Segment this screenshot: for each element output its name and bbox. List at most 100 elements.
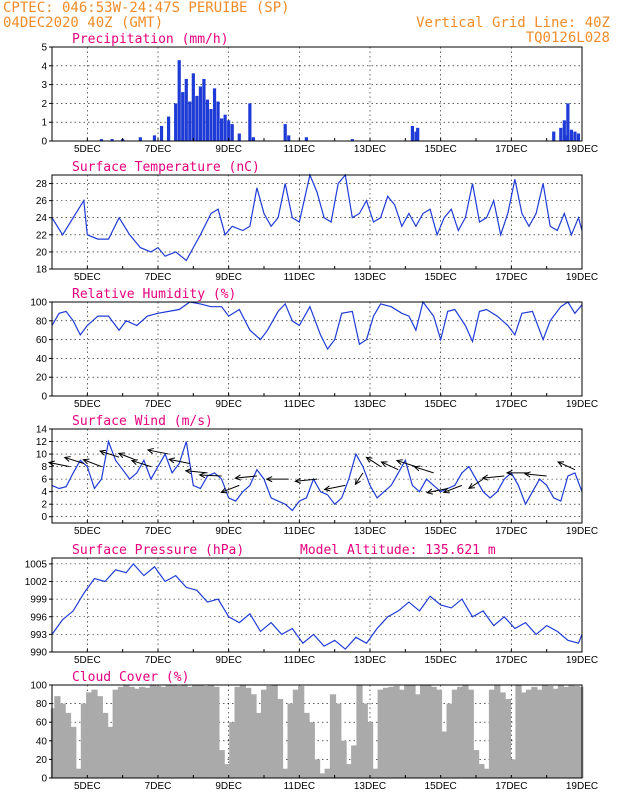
cloud-bar — [229, 722, 236, 778]
xtick-label: 5DEC — [74, 781, 101, 792]
xtick-label: 17DEC — [495, 399, 527, 410]
xtick-label: 7DEC — [145, 655, 172, 666]
cloud-bar — [520, 692, 527, 778]
cloud-bar — [186, 686, 193, 778]
ytick-label: 80 — [36, 699, 48, 710]
cloud-bar — [287, 703, 294, 778]
ytick-label: 40 — [36, 736, 48, 747]
precip-bar — [195, 95, 199, 141]
ytick-label: 2 — [41, 500, 47, 511]
precip-bar — [159, 125, 164, 141]
ytick-label: 22 — [36, 230, 48, 241]
precip-bar — [152, 135, 157, 141]
xtick-label: 13DEC — [354, 144, 386, 155]
wind-arrow — [198, 472, 222, 479]
xtick-label: 17DEC — [495, 272, 527, 283]
precip-bar — [576, 133, 581, 141]
cloud-bar — [91, 689, 98, 778]
ytick-label: 0 — [41, 137, 47, 148]
panel-rh: 0 20 40 60 80 100 5DEC 7DEC 9DEC 11DEC 13DEC 15DEC 1… — [30, 287, 598, 410]
xtick-label: 13DEC — [354, 781, 386, 792]
precip-bar — [220, 118, 224, 141]
cloud-bar — [547, 685, 554, 778]
cloud-bar — [356, 685, 363, 778]
ytick-label: 0 — [41, 774, 47, 785]
cloud-bar — [478, 764, 485, 778]
precip-bar — [573, 131, 577, 141]
precip-bar — [212, 88, 217, 141]
precip-bar — [223, 114, 227, 141]
precip-bar — [566, 103, 570, 141]
cloud-bar — [388, 686, 395, 778]
panel-title: Surface Pressure (hPa) — [72, 543, 244, 558]
cloud-bar — [372, 768, 379, 778]
xtick-label: 13DEC — [354, 399, 386, 410]
cloud-bar — [420, 685, 427, 778]
panel-title: Cloud Cover (%) — [72, 670, 189, 685]
xtick-label: 19DEC — [566, 526, 598, 537]
precip-bar — [304, 137, 308, 141]
cloud-bar — [382, 687, 390, 778]
wind-arrow — [365, 456, 381, 468]
precip-bar — [99, 139, 104, 141]
cloud-bar — [96, 696, 103, 778]
press-line — [51, 562, 583, 650]
cloud-bar — [75, 768, 82, 778]
xtick-label: 9DEC — [215, 144, 242, 155]
wind-arrow-head — [481, 474, 489, 481]
panel-extra: Model Altitude: 135.621 m — [300, 543, 496, 558]
xtick-label: 19DEC — [566, 655, 598, 666]
cloud-bar — [303, 712, 310, 778]
wind-arrow — [184, 468, 208, 475]
xtick-label: 5DEC — [74, 272, 101, 283]
wind-line — [51, 439, 583, 512]
wind-arrow-head — [234, 474, 242, 481]
wind-arrow-shaft — [324, 484, 346, 491]
precip-bar — [350, 139, 354, 141]
xtick-label: 15DEC — [425, 526, 457, 537]
cloud-bar — [276, 698, 284, 778]
ytick-label: 60 — [36, 718, 48, 729]
xtick-label: 9DEC — [215, 272, 242, 283]
rh-line — [51, 300, 583, 351]
ytick-label: 20 — [36, 755, 48, 766]
precip-bar — [209, 109, 213, 141]
cloud-bar — [54, 696, 61, 778]
wind-arrow — [234, 474, 257, 481]
xtick-label: 11DEC — [284, 655, 316, 666]
precip-bar — [181, 92, 185, 141]
ytick-label: 996 — [30, 612, 47, 623]
precip-bar — [237, 133, 241, 141]
xtick-label: 19DEC — [566, 272, 598, 283]
wind-arrow-shaft — [83, 459, 102, 468]
ytick-label: 4 — [41, 487, 47, 498]
cloud-bar — [510, 759, 517, 778]
cloud-bar — [446, 703, 453, 778]
precip-bar — [248, 103, 252, 141]
wind-arrow — [146, 447, 169, 455]
header-date: 04DEC2020 40Z (GMT) — [3, 15, 163, 31]
cloud-bar — [292, 689, 299, 778]
wind-arrow-shaft — [557, 461, 576, 471]
wind-arrow — [505, 469, 529, 476]
xtick-label: 17DEC — [495, 655, 527, 666]
cloud-bar — [139, 686, 146, 778]
wind-arrow-head — [167, 457, 176, 464]
precip-bar — [138, 137, 142, 141]
panel-frame — [51, 174, 583, 270]
xtick-label: 11DEC — [284, 781, 316, 792]
xtick-label: 17DEC — [495, 144, 527, 155]
wind-arrow — [523, 471, 547, 478]
cloud-bar — [393, 685, 400, 778]
precip-bar — [564, 135, 568, 141]
wind-arrow-shaft — [468, 478, 484, 489]
wind-arrow — [98, 449, 120, 458]
xtick-label: 15DEC — [425, 144, 457, 155]
wind-arrow-head — [354, 478, 361, 486]
header-model: TQ0126L028 — [526, 30, 610, 46]
wind-arrow-shaft — [396, 460, 417, 468]
xtick-label: 7DEC — [145, 781, 172, 792]
xtick-label: 13DEC — [354, 655, 386, 666]
